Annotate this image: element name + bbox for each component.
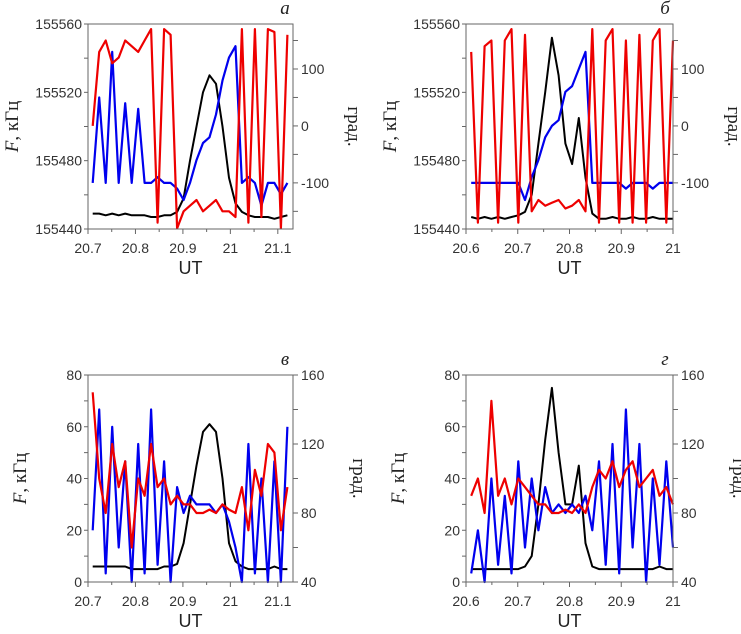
- x-tick-label: 20.7: [504, 240, 531, 256]
- panel-a: 20.7 20.8 20.9 21 21.1 155440 155480 155520 1555…: [2, 0, 364, 278]
- series-F-line: [92, 74, 288, 220]
- panel-c: 20.7 20.8 20.9 21 21.1 0 20 40 60 80 40 80 120 160 UT F…: [10, 349, 369, 631]
- y-axis-label: F, кГц: [10, 453, 31, 506]
- x-tick-label: 20.7: [504, 593, 531, 609]
- y-axis-label-unit: , кГц: [388, 453, 409, 493]
- x-axis-label: UT: [179, 611, 203, 631]
- y-tick-label: 20: [444, 522, 460, 538]
- y2-axis-label: град.: [728, 458, 741, 498]
- y-axis-label-unit: , кГц: [2, 101, 23, 141]
- y-tick-label: 40: [444, 471, 460, 487]
- x-tick-label: 20.8: [556, 593, 583, 609]
- series-red-line: [470, 28, 675, 224]
- y-tick-label: 155520: [35, 84, 82, 100]
- x-tick-label: 20.9: [608, 240, 635, 256]
- y2-tick-label: -100: [681, 175, 709, 191]
- y-tick-label: 155480: [35, 153, 82, 169]
- y-tick-label: 155480: [413, 153, 460, 169]
- x-tick-label: 20.7: [74, 593, 101, 609]
- y-tick-label: 40: [66, 471, 82, 487]
- y2-tick-label: 40: [681, 574, 697, 590]
- x-tick-label: 20.7: [74, 240, 101, 256]
- y2-tick-label: 0: [681, 118, 689, 134]
- series-red-line: [91, 28, 289, 230]
- panel-d: 20.6 20.7 20.8 20.9 21 0 20 40 60 80 40 80 120 160 UT F…: [388, 349, 741, 631]
- y2-tick-label: 0: [301, 118, 309, 134]
- y2-axis-label: град.: [343, 106, 364, 146]
- y-axis-label-var: F: [10, 492, 31, 505]
- x-tick-label: 21: [665, 240, 681, 256]
- y-tick-label: 60: [66, 419, 82, 435]
- y2-tick-label: 160: [681, 367, 705, 383]
- y2-tick-label: 120: [301, 436, 325, 452]
- y2-tick-label: 80: [681, 505, 697, 521]
- y2-axis-label: град.: [348, 458, 369, 498]
- series-blue-line: [91, 45, 289, 207]
- y2-axis-label: град.: [723, 106, 741, 146]
- x-tick-label: 20.8: [122, 240, 149, 256]
- y-axis-label-var: F: [2, 140, 23, 153]
- y2-tick-label: 80: [301, 505, 317, 521]
- x-tick-label: 21.1: [264, 593, 291, 609]
- x-tick-label: 21.1: [264, 240, 291, 256]
- y-tick-label: 155440: [35, 221, 82, 237]
- x-tick-label: 20.9: [169, 240, 196, 256]
- series-F-line: [471, 386, 673, 571]
- panel-b: 20.6 20.7 20.8 20.9 21 155440 155480 155520 1555…: [380, 0, 741, 278]
- y-tick-label: 155560: [35, 16, 82, 32]
- y2-tick-label: -100: [301, 175, 329, 191]
- series-blue-line: [91, 408, 289, 584]
- y-axis-label-var: F: [388, 492, 409, 505]
- y-tick-label: 0: [74, 574, 82, 590]
- y-tick-label: 155520: [413, 84, 460, 100]
- x-axis-label: UT: [558, 258, 582, 278]
- y-axis-label: F, кГц: [388, 453, 409, 506]
- y-axis-label-unit: , кГц: [380, 101, 401, 141]
- y2-tick-label: 40: [301, 574, 317, 590]
- y-axis-label: F, кГц: [380, 101, 401, 154]
- series-red-line: [91, 392, 289, 549]
- x-tick-label: 20.9: [169, 593, 196, 609]
- series-blue-line: [470, 408, 675, 584]
- x-tick-label: 21: [665, 593, 681, 609]
- panel-letter: г: [661, 349, 668, 370]
- y-tick-label: 155560: [413, 16, 460, 32]
- x-axis-label: UT: [558, 611, 582, 631]
- panel-letter: а: [280, 0, 290, 19]
- x-tick-label: 20.9: [608, 593, 635, 609]
- panel-letter: б: [660, 0, 671, 19]
- y-tick-label: 0: [452, 574, 460, 590]
- y-tick-label: 80: [66, 367, 82, 383]
- panel-letter: в: [281, 349, 289, 370]
- y-tick-label: 80: [444, 367, 460, 383]
- y2-tick-label: 120: [681, 436, 705, 452]
- x-tick-label: 20.8: [556, 240, 583, 256]
- y2-tick-label: 160: [301, 367, 325, 383]
- x-tick-label: 20.6: [452, 593, 479, 609]
- y2-tick-label: 100: [301, 61, 325, 77]
- series-F-line: [470, 36, 673, 220]
- x-tick-label: 20.8: [122, 593, 149, 609]
- y-tick-label: 60: [444, 419, 460, 435]
- y-tick-label: 155440: [413, 221, 460, 237]
- y2-tick-label: 100: [681, 61, 705, 77]
- x-tick-label: 20.6: [452, 240, 479, 256]
- series-red-line: [470, 399, 675, 515]
- y-tick-label: 20: [66, 522, 82, 538]
- x-axis-label: UT: [179, 258, 203, 278]
- x-tick-label: 21: [223, 593, 239, 609]
- x-tick-label: 21: [223, 240, 239, 256]
- y-axis-label-unit: , кГц: [10, 453, 31, 493]
- series-blue-line: [471, 50, 673, 202]
- y-axis-label: F, кГц: [2, 101, 23, 154]
- y-axis-label-var: F: [380, 140, 401, 153]
